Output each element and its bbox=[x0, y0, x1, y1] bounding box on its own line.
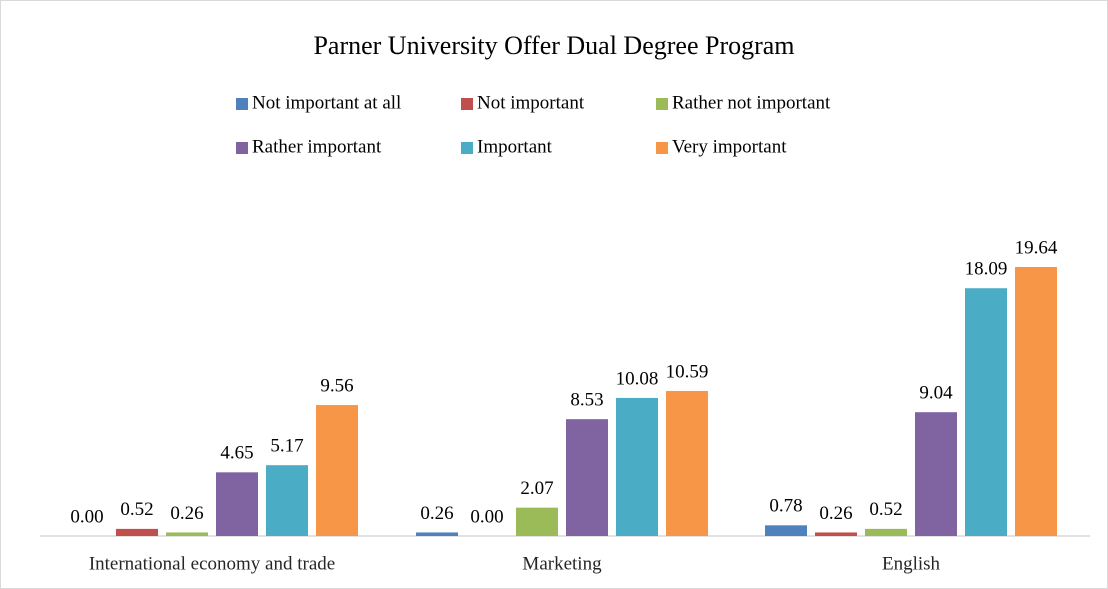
data-label: 2.07 bbox=[520, 478, 553, 499]
data-label: 9.56 bbox=[320, 375, 353, 396]
data-label: 10.59 bbox=[666, 361, 709, 382]
data-label: 4.65 bbox=[220, 443, 253, 464]
bar bbox=[116, 528, 158, 536]
data-label: 0.52 bbox=[869, 499, 902, 520]
bar bbox=[666, 390, 708, 536]
legend-swatch bbox=[656, 142, 668, 154]
legend-label: Not important at all bbox=[252, 92, 401, 113]
data-label: 0.00 bbox=[470, 506, 503, 527]
data-label: 8.53 bbox=[570, 390, 603, 411]
bar bbox=[616, 397, 658, 536]
legend-swatch bbox=[236, 98, 248, 110]
legend-swatch bbox=[461, 98, 473, 110]
data-label: 5.17 bbox=[270, 436, 303, 457]
data-label: 0.00 bbox=[70, 506, 103, 527]
legend-swatch bbox=[236, 142, 248, 154]
data-label: 9.04 bbox=[919, 383, 953, 404]
data-label: 0.26 bbox=[420, 503, 453, 524]
bar bbox=[316, 405, 358, 536]
legend-label: Not important bbox=[477, 92, 585, 113]
bar bbox=[815, 532, 857, 536]
chart-title: Parner University Offer Dual Degree Prog… bbox=[313, 31, 794, 60]
legend-label: Very important bbox=[672, 136, 787, 157]
bar bbox=[516, 507, 558, 536]
legend-swatch bbox=[461, 142, 473, 154]
legend-label: Rather important bbox=[252, 136, 382, 157]
data-label: 0.26 bbox=[170, 503, 203, 524]
bar bbox=[166, 532, 208, 536]
bar bbox=[865, 528, 907, 536]
data-label: 0.52 bbox=[120, 499, 153, 520]
data-label: 10.08 bbox=[616, 368, 659, 389]
x-tick-label: Marketing bbox=[522, 553, 602, 574]
bar bbox=[266, 465, 308, 536]
legend-swatch bbox=[656, 98, 668, 110]
data-label: 0.78 bbox=[769, 496, 802, 517]
data-label: 18.09 bbox=[965, 259, 1008, 280]
bar bbox=[216, 472, 258, 536]
bar bbox=[915, 412, 957, 536]
data-label: 19.64 bbox=[1015, 237, 1058, 258]
x-tick-label: English bbox=[882, 553, 941, 574]
bar bbox=[566, 419, 608, 536]
bar bbox=[1015, 267, 1057, 536]
data-label: 0.26 bbox=[819, 503, 852, 524]
x-tick-label: International economy and trade bbox=[89, 553, 335, 574]
bar bbox=[765, 525, 807, 536]
legend-label: Rather not important bbox=[672, 92, 831, 113]
bar bbox=[965, 288, 1007, 536]
bar bbox=[416, 532, 458, 536]
legend-label: Important bbox=[477, 136, 553, 157]
